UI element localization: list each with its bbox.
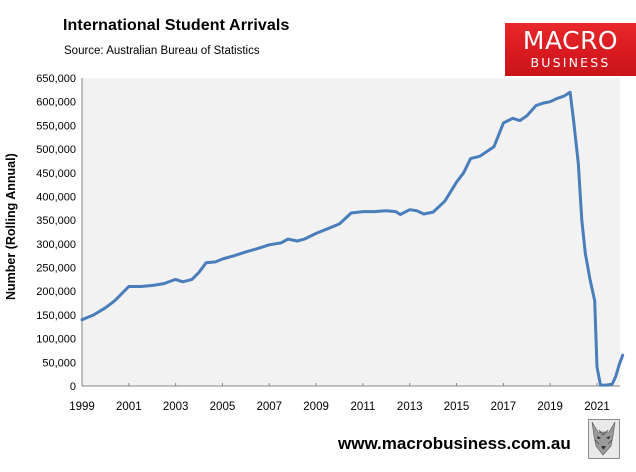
x-tick-label: 2009 — [303, 401, 329, 413]
plot-area — [82, 78, 620, 386]
x-tick-label: 2015 — [444, 401, 470, 413]
y-tick-label: 100,000 — [36, 334, 76, 346]
x-tick-label: 2013 — [397, 401, 423, 413]
y-tick-label: 550,000 — [36, 120, 76, 132]
y-tick-label: 350,000 — [36, 215, 76, 227]
y-tick-label: 300,000 — [36, 239, 76, 251]
wolf-logo-icon — [588, 419, 620, 459]
series-line — [80, 90, 625, 387]
footer-url: www.macrobusiness.com.au — [338, 434, 571, 453]
y-tick-label: 650,000 — [36, 73, 76, 85]
y-tick-label: 450,000 — [36, 168, 76, 180]
x-tick-label: 2007 — [256, 401, 282, 413]
y-tick-label: 0 — [70, 381, 76, 393]
x-tick-label: 2017 — [491, 401, 517, 413]
macrobusiness-logo: MACRO BUSINESS — [505, 23, 636, 76]
y-tick-label: 600,000 — [36, 97, 76, 109]
x-tick-label: 2019 — [537, 401, 563, 413]
y-tick-label: 400,000 — [36, 191, 76, 203]
y-tick-label: 250,000 — [36, 263, 76, 275]
logo-line-business: BUSINESS — [530, 55, 611, 70]
y-axis-ticks: 0 50,000 100,000 150,000 200,000 250,000 300,0… — [36, 73, 76, 393]
y-tick-label: 200,000 — [36, 286, 76, 298]
y-tick-label: 50,000 — [42, 357, 76, 369]
logo-line-macro: MACRO — [522, 26, 619, 55]
x-tick-label: 1999 — [69, 401, 95, 413]
y-tick-label: 500,000 — [36, 144, 76, 156]
x-tick-label: 2021 — [584, 401, 610, 413]
x-tick-label: 2001 — [116, 401, 142, 413]
chart-title: International Student Arrivals — [63, 17, 290, 34]
x-tick-label: 2011 — [351, 401, 376, 413]
y-tick-label: 150,000 — [36, 310, 76, 322]
x-axis-ticks: 1999 2001 2003 2005 2007 2009 2011 2013 2015 2017… — [69, 383, 610, 413]
x-tick-label: 2005 — [210, 401, 236, 413]
chart-source: Source: Australian Bureau of Statistics — [64, 45, 260, 57]
x-tick-label: 2003 — [163, 401, 189, 413]
